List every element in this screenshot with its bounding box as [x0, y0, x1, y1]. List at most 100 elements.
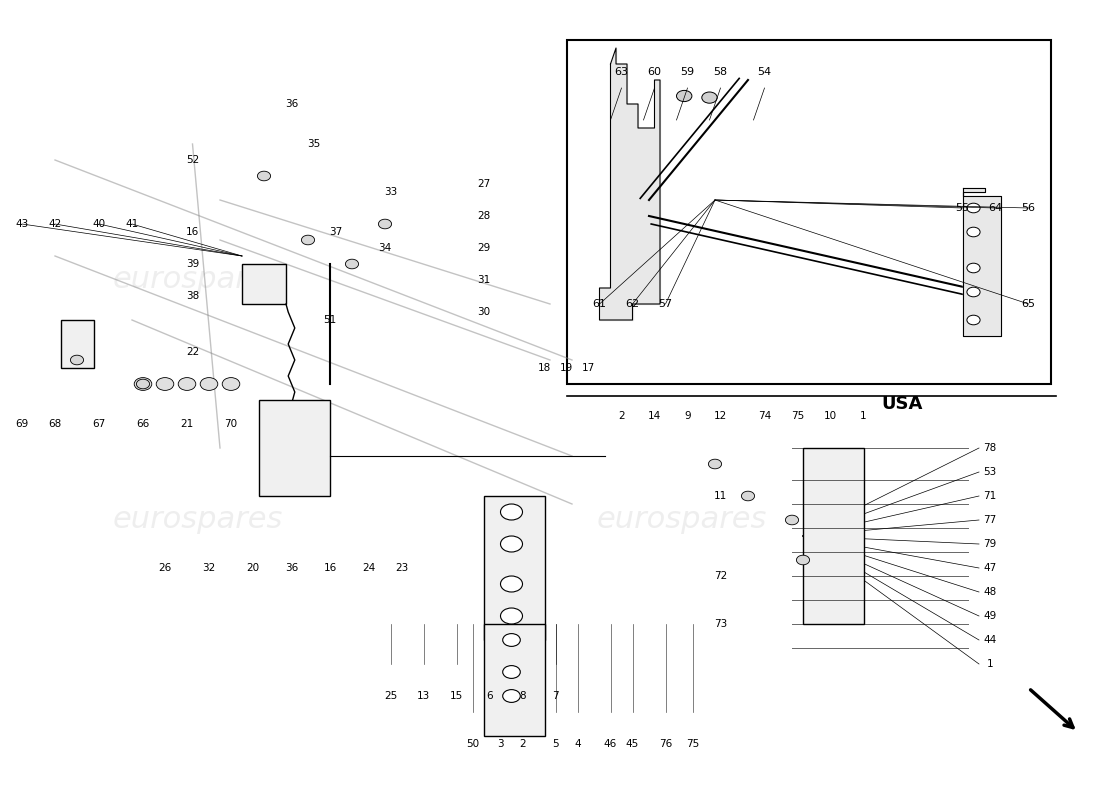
Bar	[803, 448, 864, 624]
Text: 23: 23	[395, 563, 408, 573]
Bar	[484, 496, 544, 640]
Text: 45: 45	[626, 739, 639, 749]
Text: 13: 13	[417, 691, 430, 701]
Text: 55: 55	[956, 203, 969, 213]
Text: 33: 33	[384, 187, 397, 197]
Text: 32: 32	[202, 563, 216, 573]
Circle shape	[785, 515, 799, 525]
Text: 68: 68	[48, 419, 62, 429]
Text: 51: 51	[323, 315, 337, 325]
Text: eurospares: eurospares	[113, 506, 283, 534]
Text: 64: 64	[989, 203, 1002, 213]
Text: 30: 30	[477, 307, 491, 317]
Text: 72: 72	[714, 571, 727, 581]
Text: 5: 5	[552, 739, 559, 749]
Text: 62: 62	[626, 299, 639, 309]
Text: 31: 31	[477, 275, 491, 285]
Circle shape	[134, 378, 152, 390]
Circle shape	[503, 690, 520, 702]
Text: 71: 71	[983, 491, 997, 501]
Text: 35: 35	[307, 139, 320, 149]
Text: 3: 3	[497, 739, 504, 749]
Text: 46: 46	[604, 739, 617, 749]
Text: 43: 43	[15, 219, 29, 229]
Circle shape	[796, 555, 810, 565]
Text: 63: 63	[615, 67, 628, 77]
Text: 26: 26	[158, 563, 172, 573]
Circle shape	[676, 90, 692, 102]
Text: 41: 41	[125, 219, 139, 229]
Circle shape	[500, 576, 522, 592]
Text: 16: 16	[186, 227, 199, 237]
Text: 17: 17	[582, 363, 595, 373]
Text: 77: 77	[983, 515, 997, 525]
Bar	[60, 320, 94, 368]
Text: 69: 69	[15, 419, 29, 429]
Circle shape	[500, 536, 522, 552]
Text: 57: 57	[659, 299, 672, 309]
Text: 66: 66	[136, 419, 150, 429]
Text: 47: 47	[983, 563, 997, 573]
Bar	[484, 624, 544, 736]
Circle shape	[741, 491, 755, 501]
Circle shape	[257, 171, 271, 181]
Circle shape	[967, 203, 980, 213]
Text: 48: 48	[983, 587, 997, 597]
Circle shape	[178, 378, 196, 390]
Text: 54: 54	[758, 67, 771, 77]
Polygon shape	[600, 48, 660, 320]
Bar	[242, 264, 286, 304]
Text: 37: 37	[329, 227, 342, 237]
Text: 21: 21	[180, 419, 194, 429]
FancyBboxPatch shape	[566, 40, 1050, 384]
Text: 10: 10	[824, 411, 837, 421]
Circle shape	[967, 227, 980, 237]
Text: 1: 1	[987, 659, 993, 669]
Text: 49: 49	[983, 611, 997, 621]
Text: 44: 44	[983, 635, 997, 645]
Text: 36: 36	[285, 563, 298, 573]
Circle shape	[503, 666, 520, 678]
Text: 65: 65	[1022, 299, 1035, 309]
Text: 53: 53	[983, 467, 997, 477]
Circle shape	[967, 287, 980, 297]
Circle shape	[500, 504, 522, 520]
Polygon shape	[962, 188, 1001, 336]
Text: 9: 9	[684, 411, 691, 421]
Text: 56: 56	[1022, 203, 1035, 213]
Text: 75: 75	[686, 739, 700, 749]
Text: 73: 73	[714, 619, 727, 629]
Text: 1: 1	[860, 411, 867, 421]
Circle shape	[702, 92, 717, 103]
Text: 60: 60	[648, 67, 661, 77]
Text: 15: 15	[450, 691, 463, 701]
Text: 25: 25	[384, 691, 397, 701]
Circle shape	[200, 378, 218, 390]
Circle shape	[156, 378, 174, 390]
Text: 40: 40	[92, 219, 106, 229]
Circle shape	[708, 459, 722, 469]
Text: eurospares: eurospares	[597, 266, 767, 294]
Text: 79: 79	[983, 539, 997, 549]
Text: USA: USA	[881, 395, 923, 413]
Text: 6: 6	[486, 691, 493, 701]
Text: 74: 74	[758, 411, 771, 421]
Text: 7: 7	[552, 691, 559, 701]
Text: eurospares: eurospares	[597, 506, 767, 534]
Text: 27: 27	[477, 179, 491, 189]
Text: 76: 76	[659, 739, 672, 749]
Text: 2: 2	[618, 411, 625, 421]
Circle shape	[222, 378, 240, 390]
Text: 12: 12	[714, 411, 727, 421]
Text: 61: 61	[593, 299, 606, 309]
Text: 70: 70	[224, 419, 238, 429]
Circle shape	[500, 608, 522, 624]
Text: 28: 28	[477, 211, 491, 221]
Text: 67: 67	[92, 419, 106, 429]
Text: 29: 29	[477, 243, 491, 253]
Circle shape	[345, 259, 359, 269]
Text: 24: 24	[362, 563, 375, 573]
Text: 2: 2	[519, 739, 526, 749]
Circle shape	[301, 235, 315, 245]
Text: 8: 8	[519, 691, 526, 701]
